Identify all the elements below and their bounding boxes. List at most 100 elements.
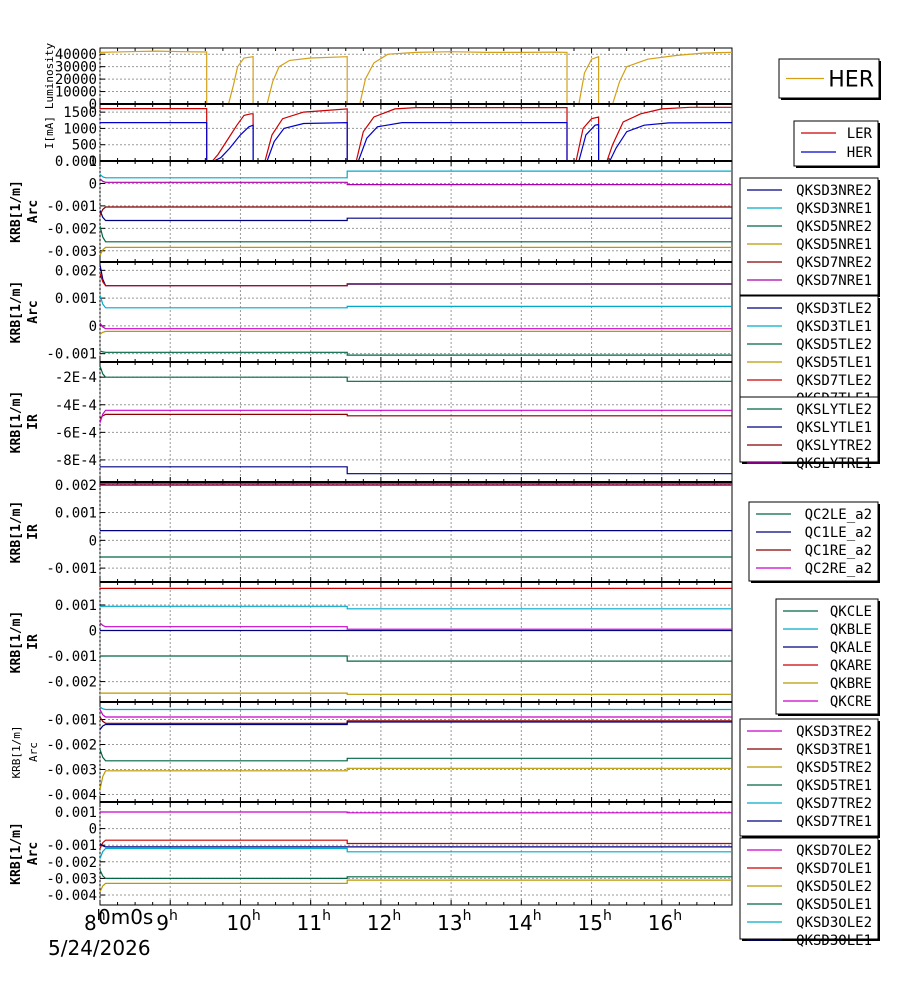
y-tick-label: -0.001 <box>46 199 97 215</box>
y-tick-label: -0.001 <box>46 713 97 729</box>
series-line-QKSLYTLE2 <box>100 365 732 382</box>
y-tick-label: 30000 <box>55 60 97 76</box>
series-line-QKSD7OLE1 <box>100 839 732 849</box>
y-tick-label: -4E-4 <box>55 398 97 414</box>
series-line-HER <box>100 121 732 161</box>
x-tick-label: 11h <box>297 908 331 935</box>
series-line-QKBLE <box>100 605 732 610</box>
legend-entry: QKSD5NRE1 <box>796 237 872 253</box>
series-line-QKSD7NRE2 <box>100 206 732 216</box>
y-axis-label: I[mA] <box>43 116 56 149</box>
legend-entry: QKSD3TRE2 <box>796 724 872 740</box>
legend-entry: QKALE <box>830 640 872 656</box>
legend-entry: QKSLYTRE2 <box>796 438 872 454</box>
y-axis-label: KRB[1/m] <box>9 822 24 885</box>
legend-entry: QKBRE <box>830 676 872 692</box>
y-tick-label: 0.001 <box>55 805 97 821</box>
series-line-QKSD5TRE2 <box>100 767 732 790</box>
y-axis-label-2: Arc <box>27 742 40 762</box>
series-line-QKBRE <box>100 692 732 695</box>
legend-entry: QC1LE_a2 <box>805 525 872 541</box>
series-line-QKSD5OLE2 <box>100 879 732 892</box>
y-tick-label: -0.001 <box>46 347 97 363</box>
y-tick-label: 40000 <box>55 47 97 63</box>
legend-entry: QKSD5TLE2 <box>796 337 872 353</box>
series-line-QKSLYTRE1 <box>100 409 732 423</box>
legend-box <box>739 177 879 296</box>
series-line-QKCLE <box>100 655 732 662</box>
series-line-QKSD5NRE2 <box>100 225 732 243</box>
x-tick-label: 15h <box>578 908 612 935</box>
series-line-QKSD7TLE1 <box>100 322 732 330</box>
y-tick-label: 0 <box>89 154 97 170</box>
panel-frame <box>99 701 733 803</box>
panel-7: 0.001 0 -0.001 -0.002 KRB[1/m] IR <box>9 581 733 703</box>
series-line-QKSD3OLE1 <box>100 843 732 848</box>
y-tick-label: -0.002 <box>46 855 97 871</box>
legend-8: QKSD3TRE2 QKSD3TRE1 QKSD5TRE2 QKSD5TRE1 QKSD… <box>739 718 880 838</box>
y-tick-label: -0.003 <box>46 244 97 260</box>
y-tick-label: 0 <box>89 624 97 640</box>
panel-frame <box>99 47 733 105</box>
series-line-QKSD7TRE2 <box>100 706 732 711</box>
legend-entry: QKSD5TLE1 <box>796 355 872 371</box>
legend-entry: QKSLYTLE2 <box>796 402 872 418</box>
legend-entry: QKSD3TLE1 <box>796 319 872 335</box>
legend-9: QKSD7OLE2 QKSD7OLE1 QKSD5OLE2 QKSD5OLE1 QKSD… <box>739 837 880 949</box>
series-line-QKSD5NRE1 <box>100 246 732 256</box>
y-axis-label-2: Arc <box>26 842 41 865</box>
panel-frame <box>99 581 733 703</box>
legend-entry: QKSD5TRE2 <box>796 760 872 776</box>
panel-5: -2E-4 -4E-4 -6E-4 -8E-4 KRB[1/m] IR <box>9 361 733 483</box>
legend-entry: LER <box>847 126 873 142</box>
legend-entry: QKSD7TLE2 <box>796 373 872 389</box>
series-line-QKSLYTLE1 <box>100 466 732 475</box>
y-tick-label: 0.001 <box>55 291 97 307</box>
y-tick-label: -0.003 <box>46 871 97 887</box>
x-tick-label: 12h <box>367 908 401 935</box>
x-tick-label: 8h <box>84 908 106 935</box>
series-line-QKSD3OLE2 <box>100 847 732 859</box>
panel-frame <box>99 481 733 583</box>
y-axis-label-2: IR <box>26 634 41 650</box>
y-tick-label: 0.001 <box>55 154 97 170</box>
x-tick-label: 9h <box>156 908 178 935</box>
y-tick-label: 1000 <box>63 121 97 137</box>
y-tick-label: -0.001 <box>46 561 97 577</box>
y-tick-label: 1500 <box>63 105 97 121</box>
y-tick-label: 0.001 <box>55 598 97 614</box>
y-axis-label-2: Arc <box>26 200 41 223</box>
legend-entry: QKSD3TLE2 <box>796 301 872 317</box>
legend-5: QKSLYTLE2 QKSLYTLE1 QKSLYTRE2 QKSLYTRE1 <box>739 396 880 472</box>
legend-box <box>775 598 879 715</box>
legend-entry: QC1RE_a2 <box>805 543 872 559</box>
legend-entry: QKSD7TRE1 <box>796 814 872 830</box>
y-axis-label: KRB[1/m] <box>9 611 24 674</box>
panel-4: 0.002 0.001 0 -0.001 KRB[1/m] Arc <box>9 261 733 363</box>
y-axis-label: KRB[1/m] <box>9 501 24 564</box>
x-axis-date: 5/24/2026 <box>48 936 151 960</box>
y-axis-label-2: IR <box>26 524 41 540</box>
legend-1: HER <box>778 58 881 100</box>
legend-entry: QKBLE <box>830 622 872 638</box>
panel-frame <box>99 261 733 363</box>
legend-entry: QKSD5OLE1 <box>796 897 872 913</box>
legend-7: QKCLE QKBLE QKALE QKARE QKBRE QKCRE <box>775 598 880 716</box>
y-tick-label: -0.003 <box>46 763 97 779</box>
y-tick-label: 0 <box>89 319 97 335</box>
legend-entry: QKSLYTLE1 <box>796 420 872 436</box>
y-tick-label: 0 <box>89 822 97 838</box>
series-line-QKCRE <box>100 622 732 630</box>
panel-8: -0.001 -0.002 -0.003 -0.004 KRB[1/m] Arc <box>10 701 733 804</box>
series-line-QKSD3TRE2 <box>100 709 732 718</box>
legend-entry: QKSD3OLE2 <box>796 915 872 931</box>
y-tick-label: 500 <box>72 138 97 154</box>
y-tick-label: -2E-4 <box>55 370 97 386</box>
legend-entry: QC2LE_a2 <box>805 507 872 523</box>
series-line-QKSD5TRE1 <box>100 749 732 762</box>
y-axis-label: KRB[1/m] <box>9 180 24 243</box>
y-axis-label: KRB[1/m] <box>9 391 24 454</box>
